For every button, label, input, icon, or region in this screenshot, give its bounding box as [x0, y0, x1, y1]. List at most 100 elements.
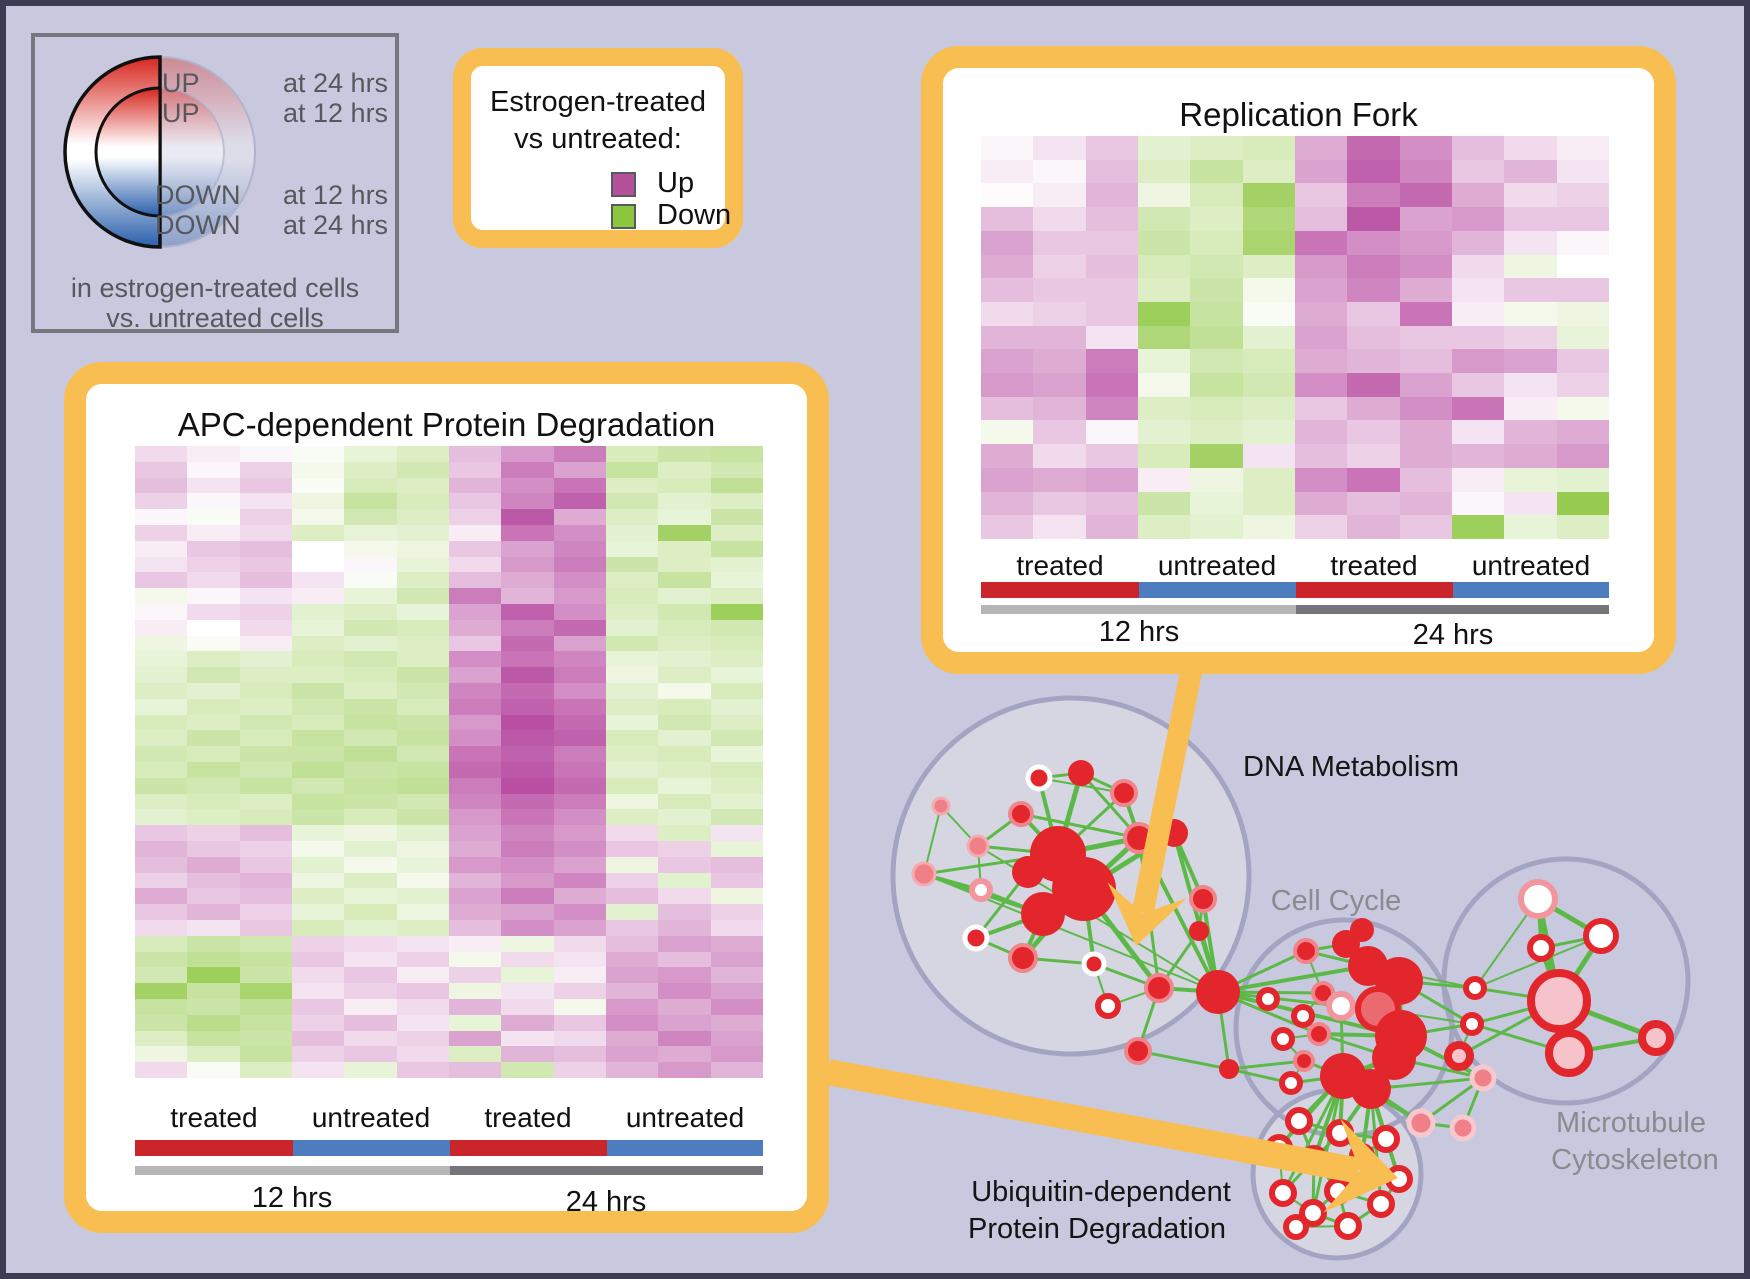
heatmap-cell	[658, 509, 711, 525]
heatmap-cell	[1504, 325, 1557, 350]
heatmap-cell	[553, 446, 606, 462]
network-node	[1012, 856, 1044, 888]
heatmap-cell	[1504, 349, 1557, 374]
heatmap-cell	[1085, 349, 1138, 374]
microtubule-label-line2: Cytoskeleton	[1551, 1144, 1719, 1176]
heatmap-cell	[448, 920, 502, 936]
heatmap-cell	[501, 588, 554, 604]
heatmap-cell	[1451, 159, 1505, 184]
heatmap-cell	[396, 540, 449, 557]
heatmap-cell	[1242, 373, 1295, 397]
apc-group-label-untreated-24: untreated	[625, 1102, 745, 1133]
heatmap-cell	[1556, 230, 1609, 255]
heatmap-cell	[239, 556, 292, 573]
heatmap-cell	[605, 825, 659, 841]
heatmap-cell	[239, 762, 292, 778]
heatmap-cell	[239, 856, 292, 873]
heatmap-cell	[291, 872, 345, 889]
heatmap-cell	[239, 935, 292, 952]
heatmap-cell	[658, 856, 711, 873]
heatmap-cell	[605, 777, 659, 794]
network-edge	[1217, 964, 1369, 994]
heatmap-cell	[1137, 420, 1191, 445]
heatmap-cell	[135, 572, 188, 589]
heatmap-cell	[396, 999, 449, 1015]
heatmap-cell	[1242, 420, 1295, 445]
heatmap-cell	[1137, 515, 1191, 539]
heatmap-cell	[501, 951, 554, 968]
heatmap-cell	[344, 651, 397, 668]
heatmap-cell	[605, 935, 659, 952]
heatmap-cell	[1294, 420, 1348, 445]
heatmap-cell	[1399, 207, 1452, 231]
heatmap-cell	[1033, 396, 1086, 421]
rf-bar-untreated-12	[1139, 582, 1296, 598]
network-node	[1367, 1190, 1395, 1218]
heatmap-cell	[396, 1046, 449, 1063]
heatmap-cell	[135, 446, 188, 462]
heatmap-cell	[501, 967, 554, 984]
heatmap-cell	[501, 999, 554, 1015]
heatmap-cell	[291, 1046, 345, 1063]
heatmap-cell	[187, 1046, 240, 1063]
heatmap-cell	[1242, 491, 1295, 516]
heatmap-cell	[1190, 301, 1243, 326]
heatmap-cell	[710, 746, 763, 762]
rf-group-label-untreated-12: untreated	[1157, 550, 1277, 581]
heatmap-cell	[553, 825, 606, 841]
heatmap-cell	[553, 477, 606, 494]
heatmap-cell	[1190, 207, 1243, 231]
heatmap-cell	[605, 635, 659, 652]
heatmap-cell	[135, 509, 188, 525]
heatmap-cell	[1556, 420, 1609, 445]
heatmap-cell	[187, 967, 240, 984]
callout-arrow-head	[1323, 1118, 1398, 1213]
dna-metabolism-label: DNA Metabolism	[1243, 751, 1459, 783]
heatmap-cell	[1556, 515, 1609, 539]
heatmap-cell	[1347, 396, 1400, 421]
heatmap-cell	[710, 904, 763, 920]
heatmap-cell	[605, 1062, 659, 1078]
heatmap-cell	[658, 635, 711, 652]
heatmap-cell	[1242, 278, 1295, 302]
network-node	[1052, 857, 1116, 921]
heatmap-cell	[981, 444, 1034, 468]
heatmap-cell	[448, 698, 502, 715]
heatmap-cell	[658, 540, 711, 557]
heatmap-cell	[1294, 278, 1348, 302]
heatmap-cell	[135, 999, 188, 1015]
heatmap-cell	[344, 777, 397, 794]
heatmap-cell	[239, 1062, 292, 1078]
legend-up-24-dir: UP	[162, 68, 200, 98]
heatmap-cell	[981, 301, 1034, 326]
network-node	[1463, 976, 1487, 1000]
heatmap-cell	[553, 1014, 606, 1031]
heatmap-cell	[981, 349, 1034, 374]
network-node	[1124, 1037, 1152, 1065]
updown-circle-legend: UP at 24 hrs UP at 12 hrs DOWN at 12 hrs…	[31, 33, 399, 333]
heatmap-cell	[658, 809, 711, 826]
heatmap-cell	[291, 461, 345, 478]
heatmap-cell	[981, 254, 1034, 279]
heatmap-cell	[1399, 420, 1452, 445]
network-node	[1189, 921, 1209, 941]
heatmap-cell	[1399, 373, 1452, 397]
heatmap-cell	[1033, 159, 1086, 184]
heatmap-cell	[344, 762, 397, 778]
heatmap-cell	[135, 588, 188, 604]
heatmap-cell	[239, 714, 292, 731]
heatmap-cell	[605, 525, 659, 541]
heatmap-cell	[1033, 444, 1086, 468]
heatmap-cell	[1347, 207, 1400, 231]
heatmap-cell	[187, 525, 240, 541]
heatmap-cell	[1504, 467, 1557, 492]
heatmap-cell	[396, 951, 449, 968]
heatmap-cell	[1504, 396, 1557, 421]
network-node	[1144, 973, 1174, 1003]
heatmap-cell	[239, 1030, 292, 1047]
heatmap-cell	[135, 604, 188, 620]
heatmap-cell	[605, 999, 659, 1015]
heatmap-cell	[605, 619, 659, 636]
heatmap-cell	[553, 793, 606, 810]
network-edge	[1020, 812, 1140, 840]
